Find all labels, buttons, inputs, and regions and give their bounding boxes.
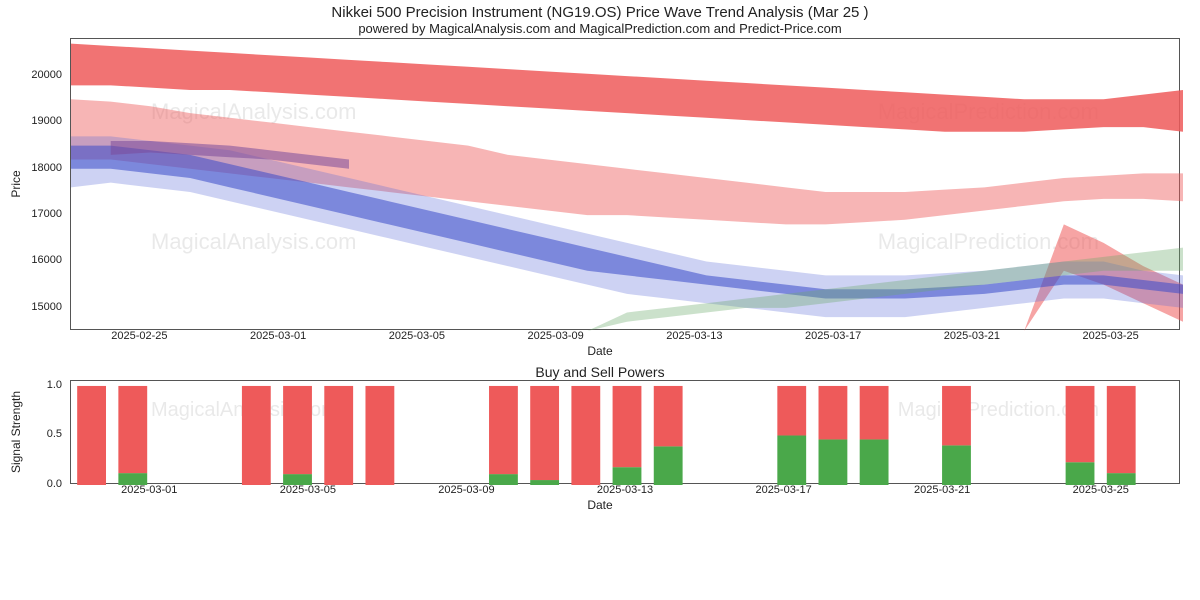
- x-tick: 2025-03-13: [625, 330, 764, 342]
- x-tick: 2025-03-21: [863, 484, 1022, 496]
- power-chart-title: Buy and Sell Powers: [8, 364, 1192, 380]
- x-tick: 2025-03-01: [209, 330, 348, 342]
- y-tick: 0.5: [47, 428, 62, 440]
- title-main: Nikkei 500 Precision Instrument (NG19.OS…: [8, 4, 1192, 21]
- x-tick: 2025-03-17: [704, 484, 863, 496]
- main-chart: Price 150001600017000180001900020000 Mag…: [8, 38, 1192, 358]
- x-tick: 2025-03-09: [387, 484, 546, 496]
- y-tick: 1.0: [47, 379, 62, 391]
- y-ticks-power: 0.00.51.0: [8, 380, 66, 484]
- power-chart: Signal Strength 0.00.51.0 MagicalAnalysi…: [8, 380, 1192, 512]
- y-tick: 17000: [31, 208, 62, 220]
- titles: Nikkei 500 Precision Instrument (NG19.OS…: [8, 4, 1192, 36]
- x-ticks-power: 2025-03-012025-03-052025-03-092025-03-13…: [8, 484, 1192, 496]
- x-tick: 2025-03-13: [546, 484, 705, 496]
- y-tick: 18000: [31, 162, 62, 174]
- y-tick: 19000: [31, 115, 62, 127]
- x-tick: 2025-03-09: [486, 330, 625, 342]
- x-tick: 2025-03-25: [1041, 330, 1180, 342]
- svg-main: [71, 39, 1183, 331]
- x-tick: 2025-03-25: [1021, 484, 1180, 496]
- x-tick: 2025-03-17: [764, 330, 903, 342]
- svg-power: [71, 381, 1183, 485]
- x-axis-label-main: Date: [8, 344, 1192, 358]
- y-tick: 20000: [31, 69, 62, 81]
- x-axis-label-power: Date: [8, 498, 1192, 512]
- x-tick: 2025-03-05: [348, 330, 487, 342]
- title-sub: powered by MagicalAnalysis.com and Magic…: [8, 21, 1192, 36]
- y-tick: 0.0: [47, 478, 62, 490]
- plot-area-main: MagicalAnalysis.com MagicalPrediction.co…: [70, 38, 1180, 330]
- x-tick: 2025-03-21: [903, 330, 1042, 342]
- x-tick: 2025-02-25: [70, 330, 209, 342]
- y-ticks-main: 15000 16000 17000 18000 19000 20000: [8, 38, 66, 330]
- plot-area-power: MagicalAnalysis.com MagicalPrediction.co…: [70, 380, 1180, 484]
- x-tick: 2025-03-05: [229, 484, 388, 496]
- x-ticks-main: 2025-02-252025-03-012025-03-052025-03-09…: [8, 330, 1192, 342]
- y-tick: 16000: [31, 254, 62, 266]
- x-tick: 2025-03-01: [70, 484, 229, 496]
- chart-container: Nikkei 500 Precision Instrument (NG19.OS…: [0, 0, 1200, 600]
- y-tick: 15000: [31, 301, 62, 313]
